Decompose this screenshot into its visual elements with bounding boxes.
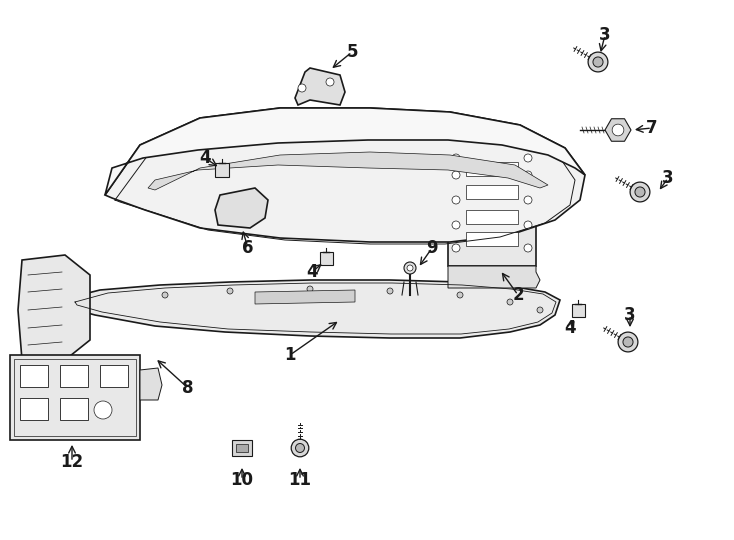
Bar xyxy=(466,162,518,176)
Polygon shape xyxy=(105,108,585,195)
Circle shape xyxy=(296,443,305,453)
Circle shape xyxy=(227,288,233,294)
Bar xyxy=(100,365,128,387)
Polygon shape xyxy=(295,68,345,105)
Text: 6: 6 xyxy=(242,239,254,257)
Circle shape xyxy=(452,154,460,162)
Text: 3: 3 xyxy=(662,169,674,187)
Bar xyxy=(20,365,48,387)
Bar xyxy=(14,359,136,436)
Circle shape xyxy=(524,171,532,179)
Bar xyxy=(466,232,518,246)
Circle shape xyxy=(635,187,645,197)
Polygon shape xyxy=(18,255,90,360)
Polygon shape xyxy=(60,280,560,338)
Circle shape xyxy=(524,221,532,229)
Bar xyxy=(466,210,518,224)
Bar xyxy=(448,148,536,266)
Text: 4: 4 xyxy=(306,263,318,281)
Circle shape xyxy=(537,307,543,313)
Circle shape xyxy=(457,292,463,298)
Text: 3: 3 xyxy=(599,26,611,44)
Bar xyxy=(60,365,88,387)
Circle shape xyxy=(524,154,532,162)
Text: 9: 9 xyxy=(426,239,437,257)
Polygon shape xyxy=(448,266,540,288)
Circle shape xyxy=(452,244,460,252)
Circle shape xyxy=(162,292,168,298)
Circle shape xyxy=(407,265,413,271)
Bar xyxy=(215,163,229,177)
Circle shape xyxy=(630,182,650,202)
Circle shape xyxy=(404,262,416,274)
Circle shape xyxy=(623,337,633,347)
Bar xyxy=(466,185,518,199)
Bar xyxy=(20,398,48,420)
Polygon shape xyxy=(105,108,585,242)
Circle shape xyxy=(524,244,532,252)
Circle shape xyxy=(593,57,603,67)
Polygon shape xyxy=(140,368,162,400)
Circle shape xyxy=(387,288,393,294)
Text: 3: 3 xyxy=(624,306,636,324)
Circle shape xyxy=(612,124,624,136)
Text: 1: 1 xyxy=(284,346,296,364)
Text: 11: 11 xyxy=(288,471,311,489)
Text: 5: 5 xyxy=(346,43,357,61)
Text: 4: 4 xyxy=(564,319,575,337)
Bar xyxy=(572,304,585,317)
Text: 10: 10 xyxy=(230,471,253,489)
Circle shape xyxy=(588,52,608,72)
Circle shape xyxy=(452,221,460,229)
Polygon shape xyxy=(605,119,631,141)
Bar xyxy=(320,252,333,265)
Text: 8: 8 xyxy=(182,379,194,397)
Circle shape xyxy=(326,78,334,86)
Polygon shape xyxy=(255,290,355,304)
Text: 12: 12 xyxy=(60,453,84,471)
Text: 7: 7 xyxy=(646,119,658,137)
Bar xyxy=(232,440,252,456)
Circle shape xyxy=(94,401,112,419)
Circle shape xyxy=(618,332,638,352)
Bar xyxy=(236,444,248,452)
Polygon shape xyxy=(148,152,548,190)
Circle shape xyxy=(291,439,309,457)
Circle shape xyxy=(452,171,460,179)
Polygon shape xyxy=(215,188,268,228)
Text: 2: 2 xyxy=(512,286,524,304)
Circle shape xyxy=(507,299,513,305)
Text: 4: 4 xyxy=(199,149,211,167)
Circle shape xyxy=(452,196,460,204)
Bar xyxy=(60,398,88,420)
Bar xyxy=(10,355,140,440)
Circle shape xyxy=(524,196,532,204)
Circle shape xyxy=(298,84,306,92)
Circle shape xyxy=(307,286,313,292)
